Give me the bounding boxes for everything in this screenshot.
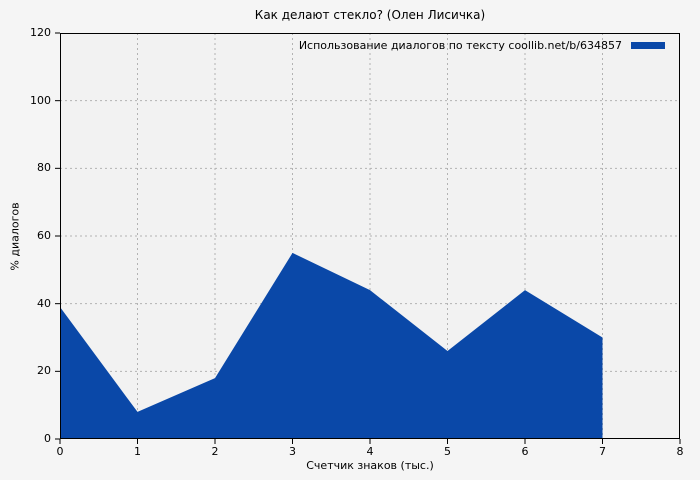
axes-frame — [60, 33, 680, 439]
x-tick-label: 1 — [134, 445, 141, 458]
area-series — [60, 252, 603, 439]
x-tick-label: 6 — [521, 445, 529, 458]
y-tick-label: 20 — [37, 364, 51, 378]
x-tick-label: 5 — [444, 445, 451, 458]
x-tick-label: 3 — [289, 445, 296, 458]
x-tick-label: 4 — [366, 445, 374, 458]
y-tick-label: 80 — [37, 161, 51, 175]
y-tick-label: 0 — [44, 432, 51, 445]
y-tick-label: 100 — [30, 93, 51, 107]
x-axis-label: Счетчик знаков (тыс.) — [306, 459, 434, 472]
x-tick-label: 7 — [599, 445, 606, 458]
x-tick-label: 0 — [56, 445, 64, 458]
y-tick-label: 40 — [37, 296, 51, 310]
x-tick-label: 2 — [211, 445, 219, 458]
x-tick-label: 8 — [676, 445, 684, 458]
y-tick-label: 120 — [30, 26, 51, 39]
y-tick-label: 60 — [37, 229, 51, 242]
chart-title: Как делают стекло? (Олен Лисичка) — [254, 8, 486, 22]
legend-swatch — [631, 42, 665, 49]
legend: Использование диалогов по тексту coollib… — [299, 39, 665, 52]
legend-label: Использование диалогов по тексту coollib… — [298, 39, 622, 52]
